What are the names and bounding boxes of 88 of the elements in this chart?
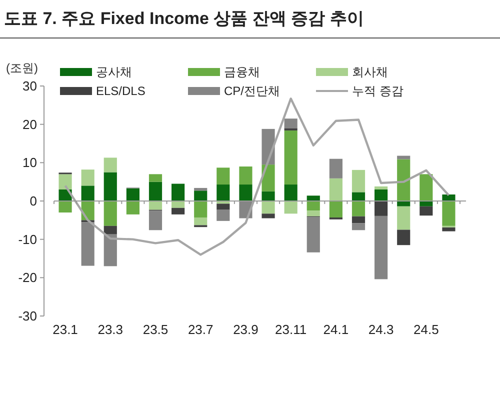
- bar: [81, 170, 94, 186]
- bar: [194, 201, 208, 218]
- bar: [239, 166, 252, 185]
- bar: [306, 201, 320, 211]
- bar: [374, 216, 388, 280]
- x-tick-label: 23.9: [233, 322, 258, 337]
- bar: [442, 201, 456, 226]
- legend-label: 회사채: [352, 65, 388, 80]
- bar: [352, 170, 366, 192]
- x-tick-label: 23.3: [98, 322, 124, 337]
- bar: [104, 158, 117, 172]
- bar: [104, 234, 117, 266]
- bar: [352, 223, 366, 230]
- bar: [148, 182, 162, 201]
- x-tick-label: 23.1: [52, 322, 78, 337]
- bar: [397, 230, 410, 246]
- bar: [148, 201, 162, 210]
- bar: [374, 201, 388, 216]
- chart-title: 도표 7. 주요 Fixed Income 상품 잔액 증감 추이: [4, 9, 364, 28]
- x-tick-label: 23.7: [188, 322, 214, 337]
- bar: [216, 210, 230, 221]
- x-tick-label: 23.11: [275, 322, 307, 337]
- bar: [58, 174, 72, 190]
- bar: [284, 201, 298, 214]
- bar: [216, 204, 230, 210]
- y-axis-title: (조원): [6, 61, 38, 75]
- bar: [262, 201, 275, 214]
- bar: [104, 201, 117, 226]
- line-series: [64, 98, 450, 256]
- bar: [194, 188, 208, 191]
- bar: [172, 208, 185, 214]
- bar: [420, 174, 433, 201]
- bar: [194, 190, 208, 201]
- y-tick-label: -20: [18, 270, 37, 286]
- y-tick-label: 20: [22, 116, 37, 132]
- y-tick-label: 10: [22, 155, 37, 170]
- bar: [329, 178, 342, 201]
- bar: [397, 201, 410, 206]
- bar: [81, 222, 94, 266]
- bar: [306, 196, 320, 201]
- x-tick-label: 24.1: [323, 322, 349, 337]
- bar: [352, 216, 366, 224]
- bar: [442, 227, 456, 232]
- x-tick-label: 24.3: [368, 322, 394, 337]
- legend-label: 금융채: [224, 65, 260, 80]
- bar: [329, 201, 342, 218]
- bar: [284, 184, 298, 201]
- bar: [420, 206, 433, 216]
- bar: [148, 174, 162, 182]
- bar: [329, 158, 342, 178]
- bar: [81, 186, 94, 201]
- legend-label: ELS/DLS: [96, 84, 146, 98]
- bar: [126, 188, 140, 201]
- bar: [148, 210, 162, 230]
- bar: [262, 191, 275, 201]
- bar: [194, 217, 208, 226]
- bar: [58, 201, 72, 212]
- legend-label: 공사채: [96, 65, 132, 80]
- y-tick-label: -10: [18, 232, 37, 247]
- y-tick-label: -30: [18, 308, 37, 324]
- bar: [306, 210, 320, 216]
- bar: [104, 172, 117, 201]
- x-tick-label: 24.5: [414, 322, 439, 337]
- bar: [374, 186, 388, 190]
- bar: [420, 201, 433, 206]
- bar: [284, 118, 298, 128]
- bar: [262, 214, 275, 218]
- bar: [104, 226, 117, 234]
- y-tick-label: 30: [22, 78, 37, 94]
- bar: [126, 201, 140, 214]
- bar: [216, 184, 230, 201]
- bar: [284, 130, 298, 185]
- bar: [397, 159, 410, 201]
- bar: [397, 206, 410, 230]
- bar: [352, 192, 366, 201]
- bar: [216, 168, 230, 185]
- bar: [374, 190, 388, 201]
- bar: [239, 184, 252, 201]
- bar: [172, 201, 185, 208]
- bar: [306, 217, 320, 252]
- y-tick-label: 0: [30, 194, 37, 209]
- x-tick-label: 23.5: [142, 322, 168, 337]
- bar: [352, 201, 366, 216]
- legend-label: 누적 증감: [352, 84, 404, 98]
- legend-label: CP/전단채: [224, 84, 280, 98]
- bar: [442, 194, 456, 201]
- bar: [262, 164, 275, 192]
- bar: [172, 184, 185, 201]
